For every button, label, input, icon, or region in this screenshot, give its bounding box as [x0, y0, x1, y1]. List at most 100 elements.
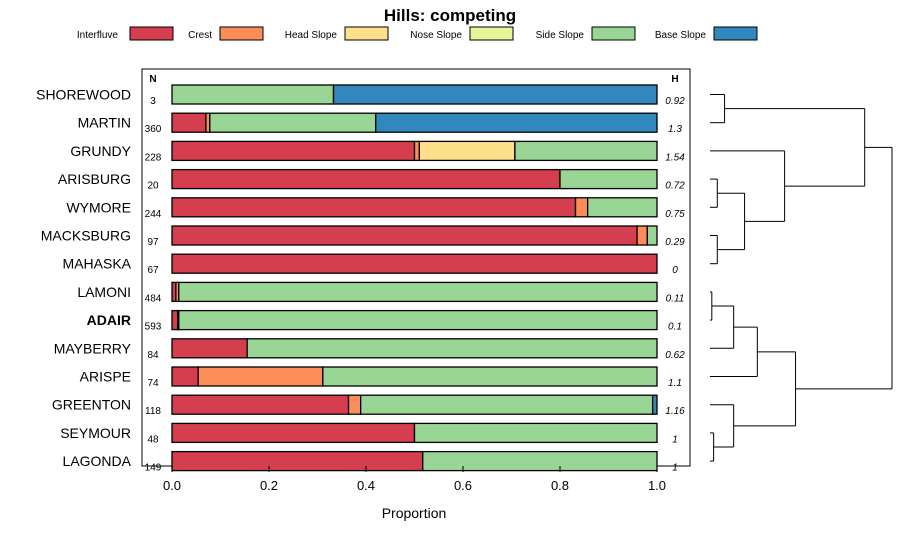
- bar-segment-interfluve: [171, 309, 179, 331]
- bar-segment-side-slope: [514, 140, 658, 162]
- n-header: N: [149, 74, 156, 85]
- x-tick-label: 0.8: [551, 478, 569, 493]
- row-label-seymour: SEYMOUR: [60, 425, 131, 441]
- bar-segment-interfluve: [171, 140, 416, 162]
- n-value: 149: [145, 463, 162, 474]
- x-tick-label: 0.2: [260, 478, 278, 493]
- n-value: 84: [147, 350, 159, 361]
- h-value: 0.29: [665, 237, 685, 248]
- x-axis-label: Proportion: [382, 505, 447, 521]
- row-label-mahaska: MAHASKA: [63, 256, 132, 272]
- rows: SHOREWOOD 3 0.92 MARTIN 360 1.3 GRUNDY 228 1.54 A…: [36, 84, 685, 474]
- bar-segment-side-slope: [413, 422, 658, 444]
- legend-label-crest: Crest: [188, 30, 212, 41]
- row-label-greenton: GREENTON: [52, 397, 131, 413]
- h-value: 0.1: [668, 322, 682, 333]
- legend-swatch-side-slope: [591, 26, 636, 41]
- bar-segment-side-slope: [422, 450, 658, 472]
- bar-segment-side-slope: [178, 281, 658, 303]
- x-tick-label: 0.6: [454, 478, 472, 493]
- h-header: H: [671, 74, 678, 85]
- h-value: 0.75: [665, 209, 685, 220]
- legend-label-side-slope: Side Slope: [536, 30, 585, 41]
- row-label-shorewood: SHOREWOOD: [36, 87, 131, 103]
- x-tick-label: 1.0: [648, 478, 666, 493]
- bar-segment-interfluve: [171, 225, 638, 246]
- legend-label-interfluve: Interfluve: [77, 30, 119, 41]
- bar-segment-base-slope: [651, 394, 658, 415]
- bar-segment-interfluve: [171, 422, 416, 444]
- legend-label-nose-slope: Nose Slope: [410, 30, 462, 41]
- n-value: 228: [145, 152, 162, 163]
- legend-swatch-base-slope: [713, 26, 758, 41]
- row-label-lamoni: LAMONI: [77, 284, 131, 300]
- bar-segment-side-slope: [586, 197, 658, 218]
- row-label-mayberry: MAYBERRY: [54, 340, 132, 356]
- legend-swatch-head-slope: [344, 26, 389, 41]
- row-label-lagonda: LAGONDA: [63, 453, 132, 469]
- bar-segment-base-slope: [332, 84, 658, 105]
- legend-swatch-interfluve: [129, 26, 174, 41]
- row-label-martin: MARTIN: [78, 115, 131, 131]
- bar-segment-interfluve: [171, 112, 207, 133]
- bar-segment-side-slope: [209, 112, 377, 133]
- bar-segment-crest: [574, 197, 589, 218]
- n-value: 118: [145, 406, 161, 417]
- h-value: 0: [672, 265, 678, 276]
- bar-segment-side-slope: [559, 168, 658, 190]
- h-value: 1: [672, 463, 678, 474]
- n-value: 74: [147, 378, 159, 389]
- n-value: 97: [147, 237, 159, 248]
- bar-segment-interfluve: [171, 168, 561, 190]
- bar-segment-interfluve: [171, 253, 658, 274]
- n-value: 48: [147, 434, 159, 445]
- row-label-arispe: ARISPE: [80, 369, 131, 385]
- legend-swatch-crest: [219, 26, 264, 41]
- row-label-macksburg: MACKSBURG: [41, 228, 131, 244]
- bar-segment-interfluve: [171, 197, 577, 218]
- h-value: 1.3: [668, 124, 682, 135]
- h-value: 0.62: [665, 350, 685, 361]
- n-value: 484: [145, 293, 162, 304]
- bar-segment-side-slope: [646, 225, 658, 246]
- n-value: 67: [147, 265, 159, 276]
- legend-label-head-slope: Head Slope: [285, 30, 338, 41]
- bar-segment-crest: [347, 394, 362, 415]
- n-value: 593: [145, 322, 162, 333]
- h-value: 0.92: [665, 96, 685, 107]
- x-axis: 0.0 0.2 0.4 0.6 0.8 1.0: [163, 466, 666, 493]
- h-value: 1: [672, 434, 678, 445]
- x-tick-label: 0.4: [357, 478, 375, 493]
- bar-segment-interfluve: [171, 366, 199, 387]
- legend: Interfluve Crest Head Slope Nose Slope Side …: [77, 26, 758, 41]
- bar-segment-interfluve: [171, 338, 248, 359]
- row-label-adair: ADAIR: [87, 312, 131, 328]
- dendrogram: [710, 94, 893, 462]
- n-value: 360: [145, 124, 162, 135]
- n-value: 20: [147, 181, 159, 192]
- bar-segment-interfluve: [171, 394, 350, 415]
- h-value: 1.16: [665, 406, 685, 417]
- h-value: 0.11: [666, 293, 685, 304]
- h-value: 1.1: [668, 378, 682, 389]
- legend-swatch-nose-slope: [469, 26, 514, 41]
- h-value: 1.54: [665, 152, 685, 163]
- x-tick-label: 0.0: [163, 478, 181, 493]
- row-label-arisburg: ARISBURG: [58, 171, 131, 187]
- bar-segment-side-slope: [171, 84, 335, 105]
- bar-segment-head-slope: [418, 140, 516, 162]
- bar-segment-crest: [636, 225, 648, 246]
- legend-label-base-slope: Base Slope: [655, 30, 707, 41]
- n-value: 3: [150, 96, 156, 107]
- bar-segment-side-slope: [246, 338, 658, 359]
- chart-title: Hills: competing: [384, 6, 516, 25]
- n-value: 244: [145, 209, 162, 220]
- row-label-grundy: GRUNDY: [70, 143, 131, 159]
- bar-segment-side-slope: [178, 309, 658, 331]
- bar-segment-base-slope: [375, 112, 658, 133]
- bar-segment-interfluve: [171, 450, 424, 472]
- bar-segment-side-slope: [360, 394, 654, 415]
- bar-segment-crest: [197, 366, 324, 387]
- bar-segment-crest: [413, 140, 420, 162]
